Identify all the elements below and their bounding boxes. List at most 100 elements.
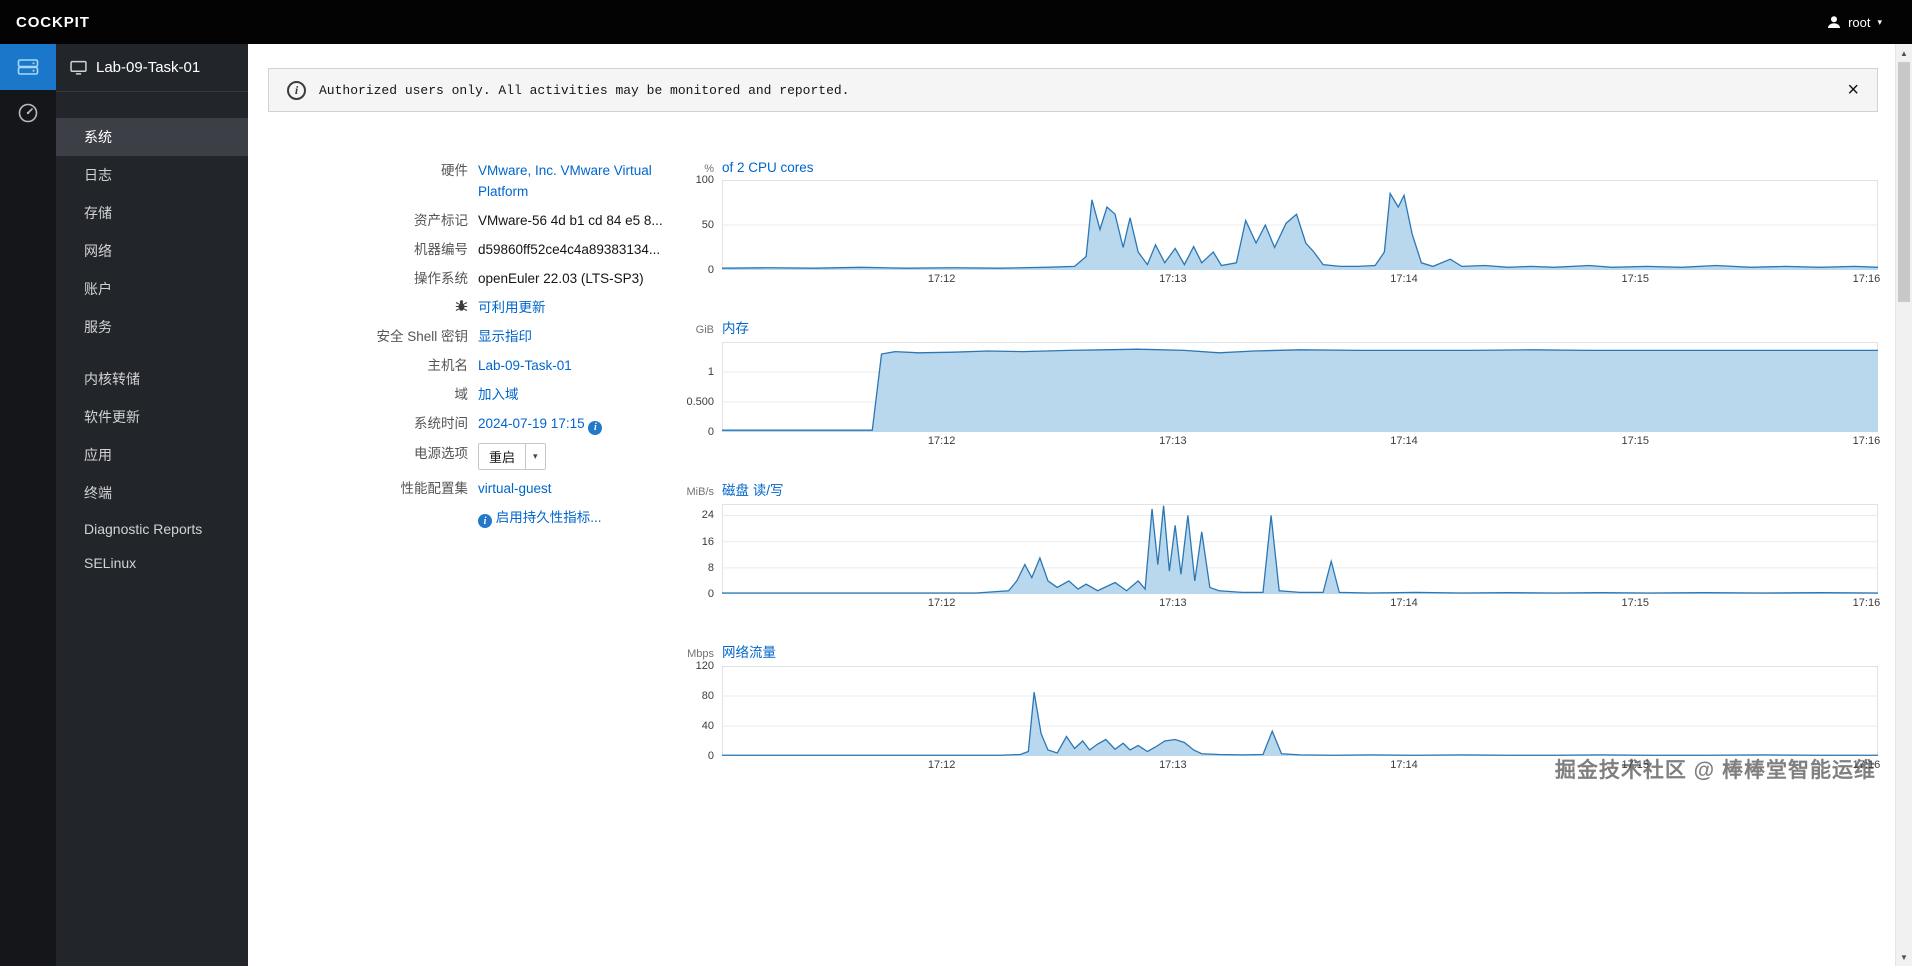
user-menu[interactable]: root ▾ (1827, 15, 1882, 30)
banner-text: Authorized users only. All activities ma… (319, 82, 850, 98)
power-caret-button[interactable]: ▾ (525, 443, 545, 469)
x-tick-label: 17:14 (1390, 759, 1418, 771)
x-tick-label: 17:13 (1159, 597, 1187, 609)
hardware-link[interactable]: VMware, Inc. VMware Virtual Platform (478, 163, 652, 199)
y-tick-label: 0 (707, 264, 714, 276)
x-tick-label: 17:16 (1852, 759, 1881, 771)
cpu-chart: % of 2 CPU cores 100 50 0 17:12 17:13 17:14 1… (678, 160, 1881, 289)
enable-persistent-metrics-link[interactable]: 启用持久性指标... (495, 509, 602, 525)
sidebar-item-logs[interactable]: 日志 (84, 167, 112, 183)
x-tick-label: 17:12 (927, 273, 956, 285)
info-icon: i (287, 80, 306, 100)
disk-y-axis: 24 16 8 0 (678, 504, 722, 600)
x-tick-label: 17:15 (1621, 435, 1649, 447)
disk-chart-link[interactable]: 磁盘 读/写 (722, 483, 784, 498)
bug-icon (455, 300, 468, 311)
os-value: openEuler 22.03 (LTS-SP3) (478, 271, 644, 286)
metrics-charts: % of 2 CPU cores 100 50 0 17:12 17:13 17:14 1… (678, 160, 1881, 813)
sidebar-item-software-updates[interactable]: 软件更新 (84, 409, 140, 425)
sidebar-item-applications[interactable]: 应用 (84, 447, 112, 463)
sidebar-item-diagnostic-reports[interactable]: Diagnostic Reports (84, 521, 203, 537)
network-chart: Mbps 网络流量 120 80 40 0 17:12 17:13 17:14 17:15 1… (678, 641, 1881, 775)
power-options-dropdown: 重启 ▾ (478, 442, 546, 470)
x-tick-label: 17:12 (927, 597, 956, 609)
network-x-axis: 17:12 17:13 17:14 17:15 17:16 (722, 759, 1881, 775)
y-tick-label: 80 (701, 689, 714, 702)
machine-id-label: 机器编号 (414, 242, 468, 257)
y-tick-label: 0 (707, 588, 714, 600)
sidebar-item-kdump[interactable]: 内核转储 (84, 371, 140, 387)
network-chart-unit: Mbps (687, 648, 714, 660)
performance-profile-label: 性能配置集 (400, 480, 469, 496)
y-tick-label: 100 (695, 174, 714, 186)
disk-x-axis: 17:12 17:13 17:14 17:15 17:16 (722, 597, 1880, 613)
restart-button[interactable]: 重启 (479, 443, 526, 469)
memory-x-axis: 17:12 17:13 17:14 17:15 17:16 (722, 435, 1881, 451)
sidebar-item-terminal[interactable]: 终端 (84, 485, 112, 501)
cpu-y-axis: 100 50 0 (678, 174, 722, 276)
dashboard-button[interactable] (0, 90, 56, 136)
host-name: Lab-09-Task-01 (96, 59, 201, 76)
scroll-down-icon[interactable]: ▼ (1900, 952, 1908, 962)
x-tick-label: 17:14 (1390, 273, 1418, 285)
sidebar-item-services[interactable]: 服务 (84, 319, 112, 335)
power-options-label: 电源选项 (414, 445, 468, 461)
scrollbar-thumb[interactable] (1898, 62, 1910, 302)
sidebar-item-networking[interactable]: 网络 (84, 243, 112, 259)
main-content: i Authorized users only. All activities … (248, 44, 1912, 966)
disk-chart-unit: MiB/s (686, 486, 715, 498)
x-tick-label: 17:16 (1852, 435, 1881, 447)
cpu-chart-link[interactable]: of 2 CPU cores (722, 160, 814, 175)
info-icon: i (478, 514, 492, 528)
overview: 硬件 VMware, Inc. VMware Virtual Platform … (268, 160, 1881, 813)
user-name: root (1848, 14, 1871, 30)
hostname-link[interactable]: Lab-09-Task-01 (478, 358, 572, 373)
x-tick-label: 17:12 (927, 759, 956, 771)
host-selector[interactable]: Lab-09-Task-01 (56, 44, 248, 92)
sidebar-item-storage[interactable]: 存储 (84, 205, 112, 221)
memory-chart-link[interactable]: 内存 (722, 321, 749, 336)
sidebar-item-selinux[interactable]: SELinux (84, 555, 137, 571)
scrollbar[interactable]: ▲ ▼ (1895, 44, 1912, 966)
y-tick-label: 120 (695, 660, 714, 672)
x-tick-label: 17:15 (1621, 759, 1649, 771)
domain-label: 域 (454, 387, 469, 402)
sidebar-item-system[interactable]: 系统 (56, 118, 248, 156)
asset-tag-value: VMware-56 4d b1 cd 84 e5 8... (478, 213, 663, 228)
network-chart-link[interactable]: 网络流量 (722, 645, 776, 660)
os-label: 操作系统 (414, 271, 468, 286)
x-tick-label: 17:16 (1852, 273, 1881, 285)
info-icon[interactable]: i (588, 420, 603, 435)
memory-chart-unit: GiB (695, 324, 714, 336)
x-tick-label: 17:13 (1159, 435, 1187, 447)
y-tick-label: 16 (701, 535, 714, 548)
show-fingerprints-link[interactable]: 显示指印 (478, 329, 532, 344)
x-tick-label: 17:12 (927, 435, 956, 447)
brand-logo: COCKPIT (16, 13, 90, 31)
y-tick-label: 0.500 (686, 396, 714, 408)
disk-chart-plot (722, 504, 1878, 594)
x-tick-label: 17:15 (1621, 273, 1649, 285)
performance-profile-link[interactable]: virtual-guest (478, 480, 552, 496)
scroll-up-icon[interactable]: ▲ (1900, 48, 1908, 58)
updates-available-link[interactable]: 可利用更新 (478, 300, 546, 315)
machine-id-value: d59860ff52ce4c4a89383134... (478, 242, 661, 257)
chevron-down-icon: ▾ (533, 450, 538, 461)
network-y-axis: 120 80 40 0 (678, 660, 722, 762)
x-tick-label: 17:13 (1159, 759, 1187, 771)
system-time-label: 系统时间 (414, 416, 468, 431)
gauge-icon (18, 103, 38, 123)
y-tick-label: 1 (707, 365, 714, 378)
close-icon[interactable]: × (1847, 79, 1859, 101)
masthead: COCKPIT root ▾ (0, 0, 1912, 44)
hardware-label: 硬件 (441, 163, 468, 178)
y-tick-label: 8 (707, 561, 714, 574)
y-tick-label: 0 (707, 750, 714, 762)
join-domain-link[interactable]: 加入域 (478, 387, 519, 402)
sidebar-item-accounts[interactable]: 账户 (84, 281, 112, 297)
system-time-link[interactable]: 2024-07-19 17:15 (478, 416, 585, 431)
server-drive-icon (17, 59, 39, 75)
chevron-down-icon: ▾ (1877, 16, 1882, 27)
asset-tag-label: 资产标记 (414, 213, 468, 228)
host-machine-button[interactable] (0, 44, 56, 90)
